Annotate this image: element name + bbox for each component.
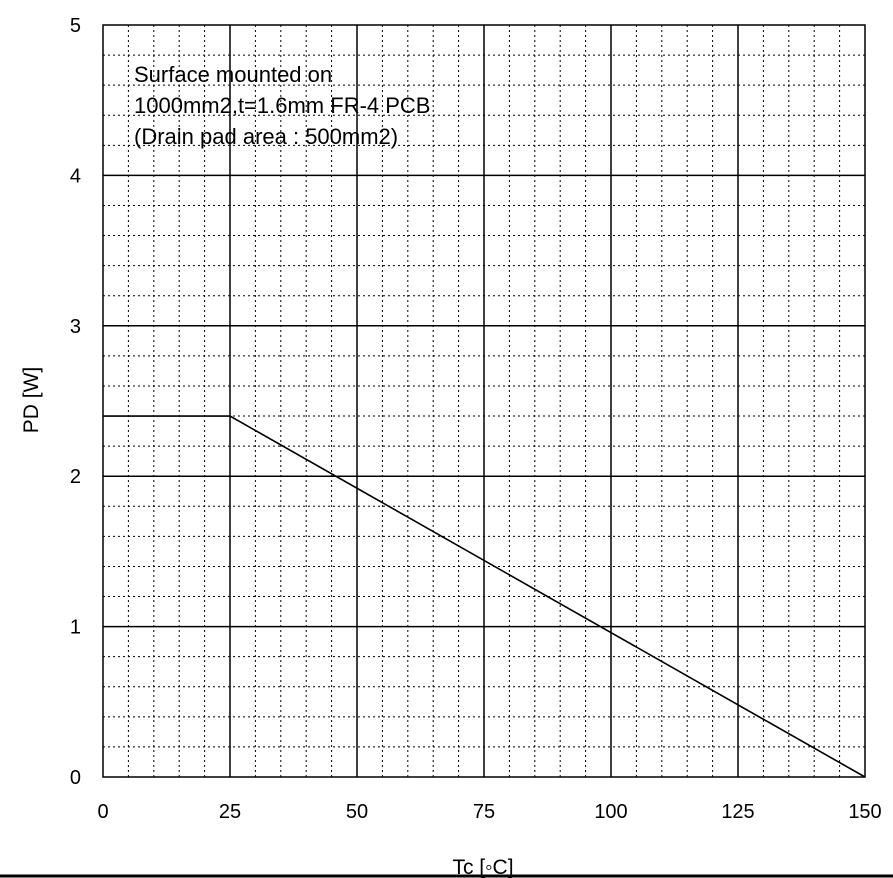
x-tick-labels: 0 25 50 75 100 125 150 <box>97 801 881 823</box>
plot-frame <box>102 24 866 778</box>
y-tick-label: 2 <box>70 466 81 488</box>
annotation-line-3: (Drain pad area : 500mm2) <box>134 124 398 149</box>
x-tick-label: 100 <box>594 801 627 823</box>
x-tick-label: 0 <box>97 801 108 823</box>
y-tick-label: 3 <box>70 316 81 338</box>
y-tick-label: 5 <box>70 15 81 37</box>
x-tick-label: 150 <box>848 801 881 823</box>
annotation-line-1: Surface mounted on <box>134 62 332 87</box>
annotation-line-2: 1000mm2,t=1.6mm FR-4 PCB <box>134 93 430 118</box>
y-tick-label: 0 <box>70 767 81 789</box>
annotation-box: Surface mounted on 1000mm2,t=1.6mm FR-4 … <box>134 62 430 149</box>
x-tick-label: 125 <box>721 801 754 823</box>
y-tick-labels: 0 1 2 3 4 5 <box>70 15 81 789</box>
major-grid <box>103 25 865 777</box>
y-axis-label: PD [W] <box>20 367 43 434</box>
x-tick-label: 25 <box>219 801 241 823</box>
y-tick-label: 1 <box>70 617 81 639</box>
series-layer <box>103 415 866 778</box>
x-tick-label: 75 <box>473 801 495 823</box>
series-line <box>103 415 866 778</box>
x-axis-label: Tc [◦C] <box>452 856 513 878</box>
x-tick-label: 50 <box>346 801 368 823</box>
y-tick-label: 4 <box>70 165 81 187</box>
